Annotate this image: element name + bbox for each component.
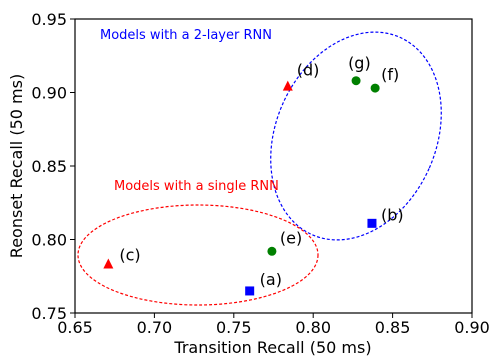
point-circle (267, 246, 277, 256)
x-tick-label: 0.90 (454, 318, 490, 337)
y-tick-label: 0.85 (31, 157, 67, 176)
point-circle (370, 83, 380, 93)
y-axis-ticks: 0.75 0.80 0.85 0.90 0.95 (31, 10, 75, 323)
point-square (367, 218, 377, 228)
annotation-two-layer-rnn: Models with a 2-layer RNN (100, 28, 272, 43)
y-axis-label: Reonset Recall (50 ms) (7, 74, 26, 258)
x-tick-label: 0.80 (295, 318, 331, 337)
point-circle (351, 76, 361, 86)
point-label: (d) (297, 61, 320, 80)
point-label: (f) (381, 65, 399, 84)
y-tick-label: 0.75 (31, 304, 67, 323)
annotation-single-rnn: Models with a single RNN (114, 179, 279, 194)
plot-frame (74, 18, 473, 314)
x-tick-label: 0.65 (57, 318, 93, 337)
data-points: (a) (b) (c) (d) (e) (f) (g) (103, 54, 404, 296)
point-label: (c) (119, 245, 140, 264)
y-tick-label: 0.95 (31, 10, 67, 29)
x-axis-label: Transition Recall (50 ms) (173, 338, 371, 356)
point-label: (e) (280, 228, 302, 247)
point-square (245, 286, 255, 296)
point-triangle (103, 258, 114, 269)
x-tick-label: 0.85 (375, 318, 411, 337)
x-tick-label: 0.70 (137, 318, 173, 337)
point-label: (g) (348, 54, 371, 73)
point-triangle (282, 80, 293, 91)
x-axis-ticks: 0.65 0.70 0.75 0.80 0.85 0.90 (57, 313, 490, 337)
two-layer-rnn-ellipse (270, 31, 442, 241)
point-label: (a) (260, 270, 282, 289)
single-rnn-ellipse (77, 204, 319, 306)
y-tick-label: 0.90 (31, 84, 67, 103)
point-label: (b) (381, 205, 404, 224)
y-tick-label: 0.80 (31, 231, 67, 250)
x-tick-label: 0.75 (216, 318, 252, 337)
